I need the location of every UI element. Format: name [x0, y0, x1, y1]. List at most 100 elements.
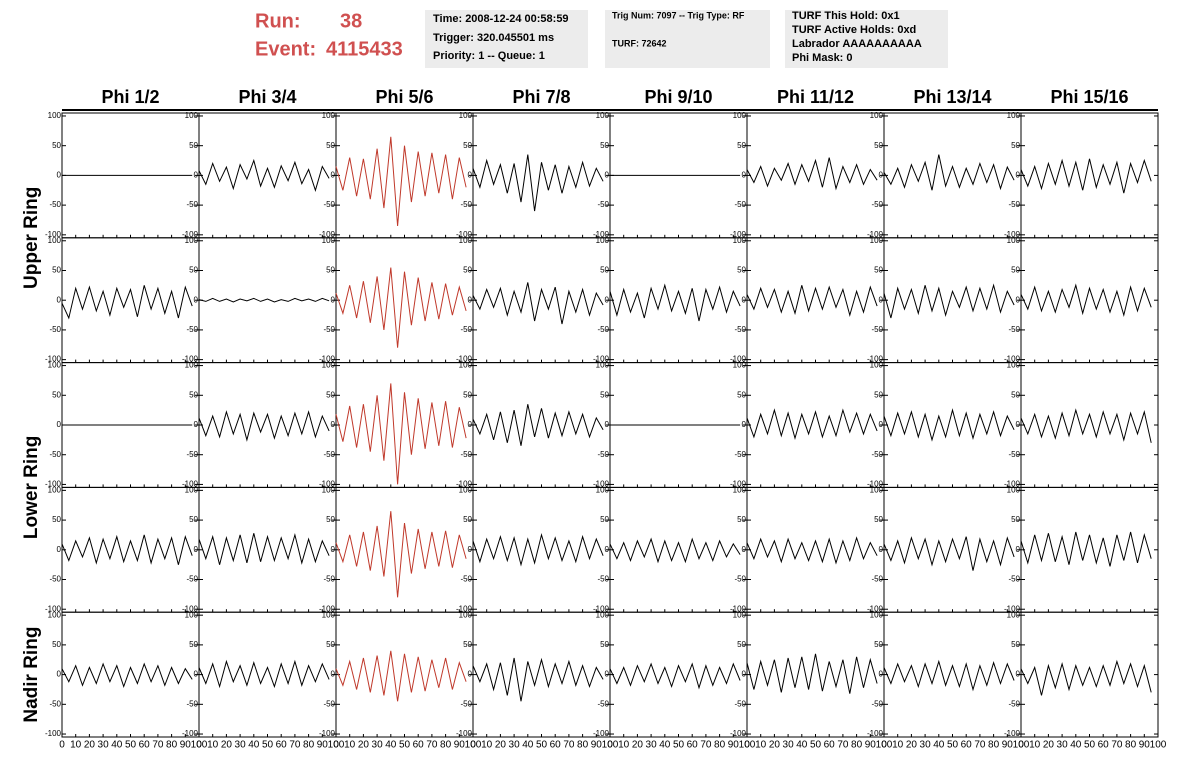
x-tick-label: 10: [618, 740, 630, 751]
info-line: TURF This Hold: 0x1: [792, 10, 900, 22]
y-tick-label: 50: [600, 141, 609, 150]
x-tick-label: 40: [796, 740, 808, 751]
y-tick-label: 50: [600, 640, 609, 649]
panel-frame: [883, 237, 1022, 364]
y-tick-label: 100: [185, 236, 199, 245]
y-tick-label: 50: [463, 141, 472, 150]
y-tick-label: 0: [194, 670, 199, 679]
info-line: Time: 2008-12-24 00:58:59: [433, 13, 569, 25]
y-tick-label: 0: [879, 295, 884, 304]
y-tick-label: 100: [870, 111, 884, 120]
y-tick-label: 100: [870, 610, 884, 619]
y-tick-label: 50: [52, 515, 61, 524]
panel-frame: [883, 112, 1022, 239]
y-tick-label: -100: [593, 355, 610, 364]
panel-frame: [1020, 486, 1159, 613]
y-tick-label: -50: [186, 200, 198, 209]
waveform: [198, 158, 330, 192]
y-tick-label: 0: [605, 545, 610, 554]
waveform: [61, 662, 193, 689]
panel-frame: [335, 237, 474, 364]
x-tick-label: 70: [974, 740, 986, 751]
x-tick-label: 0: [196, 740, 202, 751]
y-tick-label: 50: [737, 141, 746, 150]
y-tick-label: -100: [456, 355, 473, 364]
y-tick-label: -100: [182, 230, 199, 239]
y-tick-label: -100: [182, 480, 199, 489]
x-tick-label: 80: [1125, 740, 1137, 751]
x-tick-label: 70: [289, 740, 301, 751]
y-tick-label: 50: [189, 141, 198, 150]
panel-frame: [609, 486, 748, 613]
y-tick-label: 0: [468, 171, 473, 180]
y-tick-label: -50: [597, 200, 609, 209]
x-tick-label: 20: [1043, 740, 1055, 751]
y-tick-label: -100: [593, 230, 610, 239]
panel-frame: [472, 611, 611, 738]
y-tick-label: 50: [1011, 266, 1020, 275]
y-tick-label: 100: [596, 610, 610, 619]
x-tick-label: 100: [876, 740, 893, 751]
y-tick-label: 50: [600, 266, 609, 275]
y-tick-label: 100: [48, 111, 62, 120]
y-tick-label: 100: [1007, 361, 1021, 370]
y-tick-label: 50: [326, 640, 335, 649]
y-tick-label: 50: [737, 515, 746, 524]
y-tick-label: 50: [737, 640, 746, 649]
x-tick-label: 70: [426, 740, 438, 751]
x-tick-label: 40: [1070, 740, 1082, 751]
y-tick-label: 50: [874, 266, 883, 275]
x-tick-label: 30: [920, 740, 932, 751]
info-line: Phi Mask: 0: [792, 52, 853, 64]
waveform: [198, 532, 330, 565]
event-label: Event:: [255, 38, 316, 60]
y-tick-label: 50: [1011, 640, 1020, 649]
x-tick-label: 0: [333, 740, 339, 751]
y-tick-label: -50: [460, 325, 472, 334]
y-tick-label: -100: [730, 355, 747, 364]
x-tick-label: 40: [522, 740, 534, 751]
x-tick-label: 90: [1139, 740, 1151, 751]
y-tick-label: 0: [605, 670, 610, 679]
x-tick-label: 30: [783, 740, 795, 751]
x-tick-label: 70: [837, 740, 849, 751]
y-tick-label: -50: [186, 450, 198, 459]
x-tick-label: 0: [881, 740, 887, 751]
x-tick-label: 90: [454, 740, 466, 751]
x-tick-label: 100: [1013, 740, 1030, 751]
event-number: 4115433: [326, 38, 403, 60]
y-tick-label: 0: [57, 420, 62, 429]
x-tick-label: 20: [495, 740, 507, 751]
x-tick-label: 40: [659, 740, 671, 751]
y-tick-label: 100: [733, 485, 747, 494]
y-tick-label: 50: [463, 640, 472, 649]
y-tick-label: 50: [326, 141, 335, 150]
y-tick-label: 0: [468, 420, 473, 429]
ring-label: Nadir Ring: [21, 627, 42, 723]
x-tick-label: 60: [276, 740, 288, 751]
y-tick-label: -50: [323, 699, 335, 708]
y-tick-label: 100: [596, 361, 610, 370]
y-tick-label: -100: [45, 604, 62, 613]
panel-frame: [335, 611, 474, 738]
y-tick-label: 50: [1011, 390, 1020, 399]
y-tick-label: 0: [1016, 670, 1021, 679]
y-tick-label: -100: [867, 480, 884, 489]
x-tick-label: 10: [207, 740, 219, 751]
column-title: Phi 15/16: [1050, 87, 1128, 107]
y-tick-label: 0: [879, 420, 884, 429]
waveform: [472, 282, 604, 325]
x-tick-label: 90: [180, 740, 192, 751]
y-tick-label: 100: [733, 610, 747, 619]
y-tick-label: -50: [597, 575, 609, 584]
waveform: [883, 283, 1015, 319]
info-line: Labrador AAAAAAAAAA: [792, 38, 922, 50]
waveform: [61, 285, 193, 320]
y-tick-label: 0: [879, 670, 884, 679]
column-title: Phi 11/12: [777, 87, 854, 107]
panel-frame: [1020, 237, 1159, 364]
y-tick-label: 100: [322, 111, 336, 120]
panel-frame: [472, 486, 611, 613]
y-tick-label: 100: [459, 111, 473, 120]
y-tick-label: 100: [596, 236, 610, 245]
